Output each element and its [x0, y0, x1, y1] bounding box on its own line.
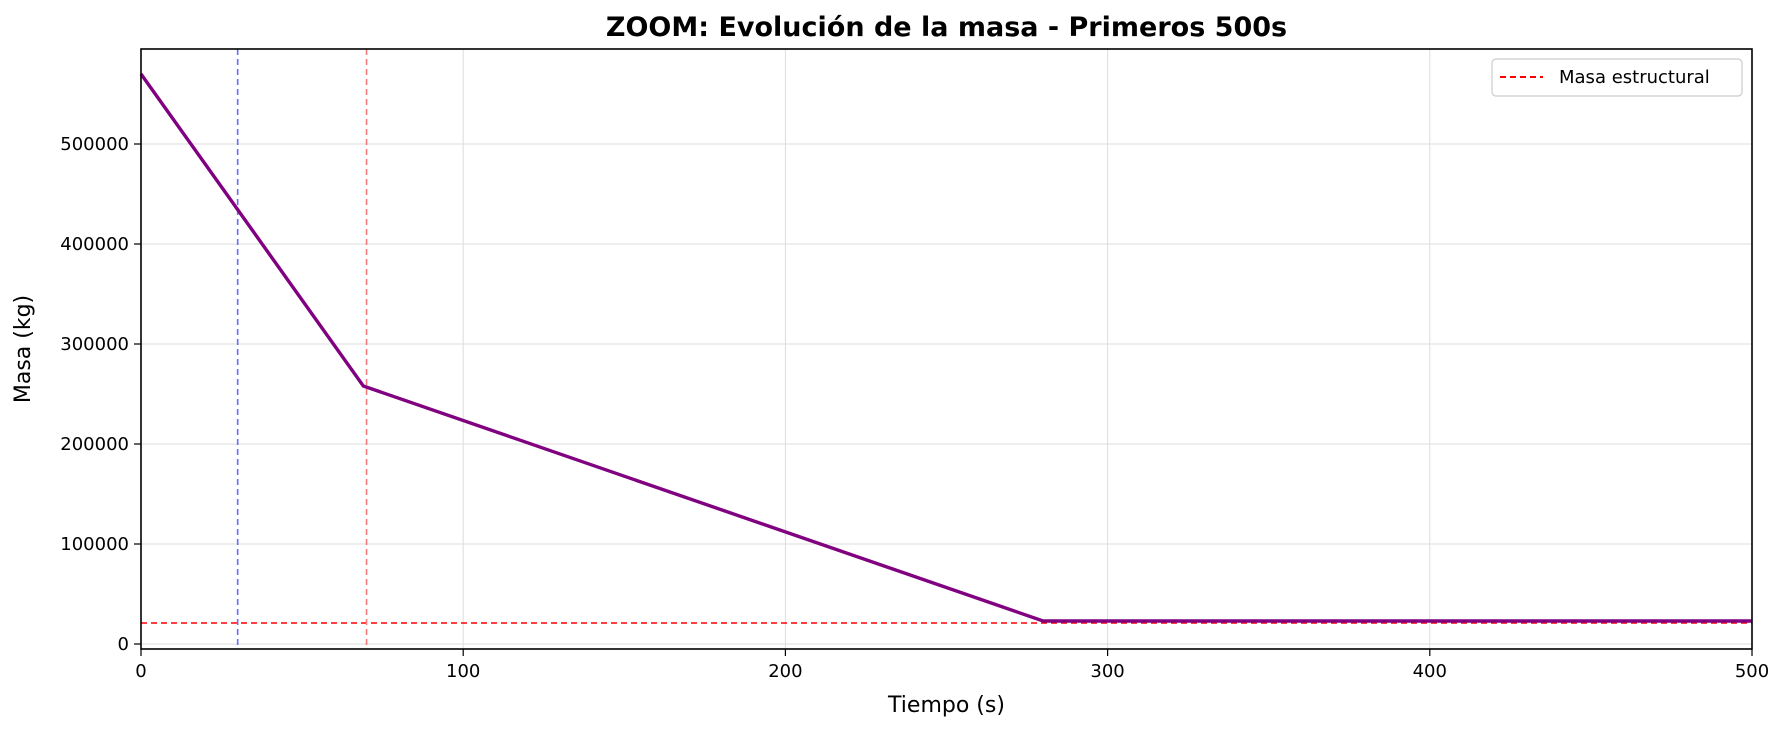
y-tick-label: 100000 — [60, 534, 129, 555]
grid — [140, 49, 1753, 649]
legend: Masa estructural — [1491, 58, 1743, 97]
mass-series-line — [139, 73, 1752, 623]
y-axis-label: Masa (kg) — [11, 295, 36, 403]
y-tick-label: 400000 — [60, 234, 129, 255]
x-tick-label: 200 — [768, 661, 802, 682]
x-tick-label: 0 — [135, 661, 146, 682]
y-tick-label: 0 — [118, 634, 129, 655]
y-ticks: 0 100000 200000 300000 400000 500000 — [60, 134, 141, 655]
x-tick-label: 400 — [1413, 661, 1447, 682]
x-tick-label: 300 — [1090, 661, 1124, 682]
y-tick-label: 500000 — [60, 134, 129, 155]
x-ticks: 0 100 200 300 400 500 — [135, 649, 1769, 682]
x-tick-label: 100 — [446, 661, 480, 682]
y-tick-label: 300000 — [60, 334, 129, 355]
y-tick-label: 200000 — [60, 434, 129, 455]
plot-frame — [140, 48, 1753, 650]
series — [139, 73, 1752, 623]
reference-lines — [141, 49, 1752, 649]
x-axis-label: Tiempo (s) — [887, 693, 1005, 718]
legend-label: Masa estructural — [1559, 67, 1710, 88]
x-tick-label: 500 — [1735, 661, 1769, 682]
chart-title: ZOOM: Evolución de la masa - Primeros 50… — [606, 12, 1287, 43]
legend-box — [1491, 58, 1743, 97]
